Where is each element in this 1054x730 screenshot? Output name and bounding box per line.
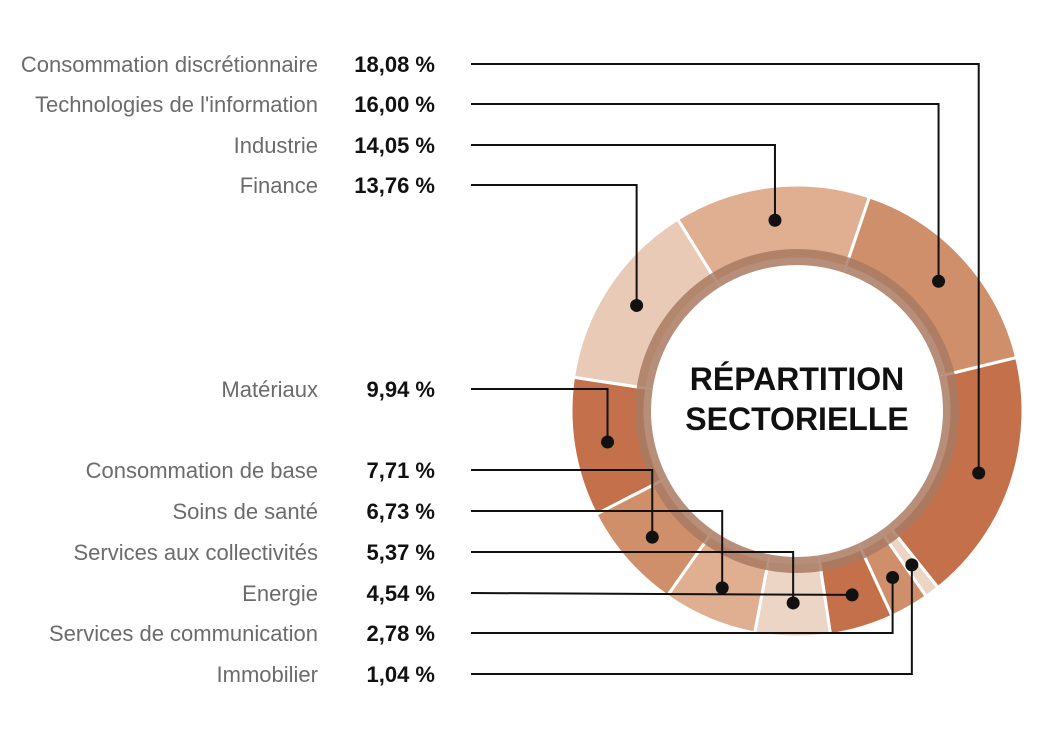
leader-dot — [630, 298, 644, 312]
leader-line — [471, 551, 795, 603]
leader-line — [471, 510, 724, 588]
category-label: Services de communication — [49, 621, 318, 646]
inner-ring-segment — [703, 530, 770, 571]
category-label: Finance — [240, 173, 318, 198]
category-label: Technologies de l'information — [35, 92, 318, 117]
leader-line — [471, 103, 940, 282]
value-label: 13,76 % — [354, 173, 435, 198]
value-label: 9,94 % — [367, 377, 436, 402]
category-label: Services aux collectivités — [73, 540, 318, 565]
leader-dot — [601, 435, 615, 449]
value-label: 2,78 % — [367, 621, 436, 646]
leader-line — [471, 184, 638, 306]
value-label: 16,00 % — [354, 92, 435, 117]
leader-dot — [786, 596, 800, 610]
category-label: Soins de santé — [172, 499, 318, 524]
category-label: Immobilier — [217, 662, 318, 687]
category-label: Matériaux — [221, 377, 318, 402]
inner-ring-segment — [818, 543, 866, 572]
category-label: Energie — [242, 581, 318, 606]
leader-dot — [886, 571, 900, 585]
leader-dot — [715, 581, 729, 595]
inner-ring-segment — [888, 372, 959, 538]
inner-ring-segment — [711, 248, 849, 288]
inner-ring-segment — [636, 273, 720, 390]
inner-ring-segment — [843, 257, 955, 377]
leader-dot — [932, 274, 946, 288]
leader-line — [471, 388, 609, 443]
value-label: 5,37 % — [367, 540, 436, 565]
leader-lines — [470, 63, 986, 675]
category-label: Industrie — [234, 133, 318, 158]
value-label: 4,54 % — [367, 581, 436, 606]
inner-ring-segment — [635, 386, 668, 486]
category-label: Consommation de base — [86, 458, 318, 483]
leader-line — [471, 144, 776, 221]
leader-line — [471, 577, 894, 634]
category-label: Consommation discrétionnaire — [21, 52, 318, 77]
value-label: 14,05 % — [354, 133, 435, 158]
leader-line — [471, 564, 913, 675]
donut-inner-ring — [635, 248, 959, 573]
leader-dot — [768, 213, 782, 227]
value-label: 6,73 % — [367, 499, 436, 524]
leader-line — [471, 469, 654, 538]
chart-title-line-2: SECTORIELLE — [685, 401, 908, 437]
value-label: 18,08 % — [354, 52, 435, 77]
chart-title-line-1: RÉPARTITION — [690, 361, 905, 397]
leader-dot — [905, 558, 919, 572]
value-label: 7,71 % — [367, 458, 436, 483]
leader-dot — [645, 530, 659, 544]
category-labels: Consommation discrétionnaire 18,08 % Techn… — [21, 52, 435, 687]
leader-line — [471, 63, 980, 474]
inner-ring-segment — [880, 525, 899, 544]
inner-ring-segment — [858, 530, 890, 558]
value-label: 1,04 % — [367, 662, 436, 687]
leader-dot — [845, 588, 859, 602]
leader-dot — [972, 466, 986, 480]
leader-line — [470, 592, 853, 596]
